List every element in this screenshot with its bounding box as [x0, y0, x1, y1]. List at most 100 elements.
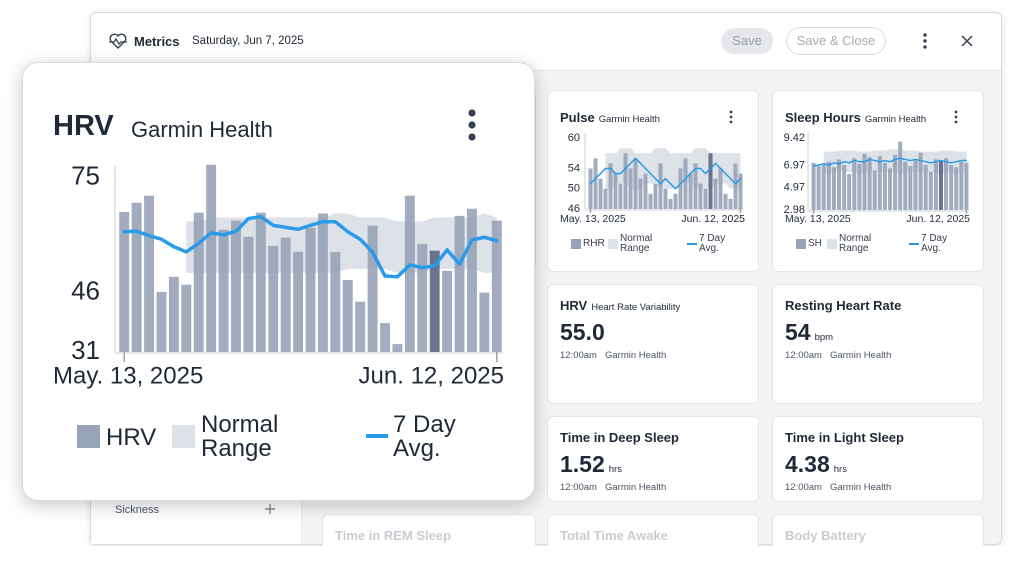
bar [268, 245, 279, 352]
card-title: HRV Heart Rate Variability [560, 298, 680, 313]
bar [628, 168, 633, 209]
more-button[interactable] [918, 31, 932, 51]
bar [903, 161, 908, 210]
card-title: Resting Heart Rate [785, 298, 901, 313]
bar [293, 251, 304, 352]
unit: bpm [814, 332, 834, 343]
save-close-button[interactable]: Save & Close [786, 27, 886, 55]
value: 1.52 [560, 451, 605, 477]
bar [593, 158, 598, 209]
bar [355, 301, 366, 352]
bar [206, 164, 217, 352]
card-title: Time in Deep Sleep [560, 430, 679, 445]
bar [733, 163, 738, 209]
legend-label: RHR [583, 238, 605, 249]
y-tick-label: 60 [568, 132, 580, 144]
bar [898, 141, 903, 210]
bar [852, 158, 857, 210]
bar [842, 165, 847, 210]
bar [598, 178, 603, 209]
card-menu[interactable] [950, 109, 962, 125]
bar [938, 160, 944, 210]
time: 12:00am [785, 350, 822, 361]
header-date: Saturday, Jun 7, 2025 [192, 35, 304, 47]
popup-source: Garmin Health [131, 117, 273, 142]
source: Garmin Health [604, 482, 667, 493]
bar [831, 167, 836, 210]
bar [156, 291, 167, 352]
y-tick-label: 31 [71, 335, 100, 365]
bar [243, 236, 254, 352]
bar [648, 193, 653, 209]
bar [933, 159, 938, 210]
bar [193, 212, 204, 352]
legend-swatch [909, 243, 919, 245]
y-tick-label: 9.42 [784, 132, 805, 144]
bar [442, 270, 453, 352]
bar [454, 215, 465, 352]
close-button[interactable] [960, 34, 974, 48]
metric-footer: 12:00am Garmin Health [560, 350, 666, 361]
legend-label: Normal Range [839, 233, 872, 254]
legend-swatch [687, 243, 697, 245]
card-menu[interactable] [725, 109, 737, 125]
card-title-text: Pulse [560, 110, 595, 125]
y-tick-label: 46 [71, 276, 100, 306]
legend-label: Normal Range [201, 411, 279, 462]
metrics-icon [109, 33, 127, 49]
bar [949, 165, 954, 210]
legend-swatch [77, 425, 100, 448]
legend-swatch [172, 425, 195, 448]
avg-line [812, 157, 968, 167]
legend-swatch [366, 434, 388, 438]
bar [673, 193, 678, 209]
popup-menu[interactable] [464, 108, 480, 144]
metric-value: 55.0 [560, 319, 605, 346]
bar [918, 152, 923, 210]
bar [404, 195, 415, 352]
bar [317, 213, 328, 352]
legend-label: 7 Day Avg. [699, 233, 726, 254]
metric-value: 54 bpm [785, 319, 833, 346]
metric-value: 1.52 hrs [560, 451, 622, 478]
legend-label: 7 Day Avg. [393, 411, 456, 462]
bar [305, 227, 316, 352]
header-title: Metrics [134, 34, 180, 49]
x-tick-label: May. 13, 2025 [53, 362, 203, 389]
legend-swatch [827, 239, 837, 249]
add-icon[interactable] [264, 503, 276, 515]
bar [893, 154, 898, 210]
bar [479, 292, 490, 352]
bar [964, 162, 969, 210]
card-title-text: Resting Heart Rate [785, 298, 902, 313]
bar [703, 188, 708, 209]
bar [959, 161, 964, 210]
bar [836, 159, 842, 210]
card-title-text: Time in Deep Sleep [560, 430, 679, 445]
card-title: Body Battery [785, 528, 866, 543]
bar [218, 229, 229, 352]
card-title-text: Sleep Hours [785, 110, 861, 125]
y-tick-label: 6.97 [784, 159, 805, 171]
sidebar-item[interactable]: Sickness [115, 504, 160, 516]
x-tick-label: May. 13, 2025 [785, 213, 851, 225]
bar [638, 178, 643, 209]
bar [342, 279, 353, 352]
y-tick-label: 50 [568, 183, 580, 195]
bar [928, 171, 933, 210]
card-subtitle: Heart Rate Variability [591, 302, 681, 313]
legend-swatch [796, 239, 806, 249]
y-tick-label: 46 [568, 203, 580, 215]
bar [668, 198, 673, 209]
card-source: Garmin Health [864, 114, 927, 125]
save-button[interactable]: Save [721, 28, 773, 54]
x-tick-label: May. 13, 2025 [560, 213, 626, 225]
bar [658, 163, 663, 209]
source: Garmin Health [604, 350, 667, 361]
bar [708, 153, 713, 209]
card-title-text: Time in Light Sleep [785, 430, 904, 445]
bar [816, 166, 821, 210]
